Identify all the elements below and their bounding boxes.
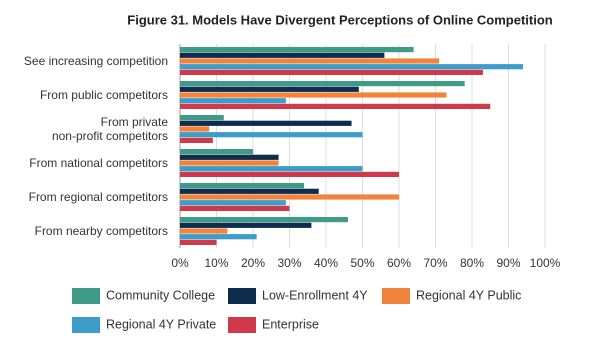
bar — [180, 194, 399, 200]
bar — [180, 183, 305, 189]
bar — [180, 69, 483, 75]
y-tick-label: See increasing competition — [23, 54, 168, 68]
bar — [180, 166, 363, 172]
legend-label: Enterprise — [262, 317, 319, 331]
legend-swatch — [228, 317, 256, 333]
legend-swatch — [228, 288, 256, 304]
chart-title: Figure 31. Models Have Divergent Percept… — [127, 12, 553, 27]
x-tick-label: 40% — [314, 256, 338, 270]
bar — [180, 149, 253, 155]
bar — [180, 154, 279, 160]
bar — [180, 188, 319, 194]
bar — [180, 132, 363, 138]
bar — [180, 98, 286, 104]
bar — [180, 86, 359, 92]
legend-label: Community College — [106, 288, 215, 302]
x-tick-label: 60% — [387, 256, 411, 270]
y-tick-label: From national competitors — [29, 156, 168, 170]
bar — [180, 137, 213, 143]
x-tick-label: 100% — [530, 256, 561, 270]
bar — [180, 171, 399, 177]
x-tick-label: 10% — [204, 256, 228, 270]
bar — [180, 228, 228, 234]
legend-label: Low-Enrollment 4Y — [262, 288, 368, 302]
x-tick-label: 70% — [423, 256, 447, 270]
bar — [180, 115, 224, 121]
bar — [180, 47, 414, 53]
x-tick-label: 30% — [277, 256, 301, 270]
bar — [180, 120, 352, 126]
y-tick-label: From public competitors — [39, 88, 168, 102]
x-tick-label: 20% — [241, 256, 265, 270]
y-tick-label: From nearby competitors — [34, 224, 168, 238]
y-tick-label: From private non-profit competitors — [51, 115, 168, 143]
legend-swatch — [72, 288, 100, 304]
bar — [180, 126, 210, 132]
bar — [180, 52, 385, 58]
bar — [180, 200, 286, 206]
x-tick-label: 0% — [171, 256, 189, 270]
bar — [180, 234, 257, 240]
legend-label: Regional 4Y Private — [106, 317, 216, 331]
bar — [180, 239, 217, 245]
x-tick-label: 80% — [460, 256, 484, 270]
x-tick-label: 50% — [350, 256, 374, 270]
bar — [180, 103, 491, 109]
bar — [180, 222, 312, 228]
bar — [180, 58, 440, 64]
bar — [180, 205, 290, 211]
legend-label: Regional 4Y Public — [416, 288, 521, 302]
bar — [180, 81, 465, 87]
y-tick-label: From regional competitors — [28, 190, 168, 204]
x-tick-label: 90% — [496, 256, 520, 270]
legend-swatch — [382, 288, 410, 304]
bar — [180, 160, 279, 166]
bar — [180, 217, 348, 223]
bar — [180, 92, 447, 98]
legend-swatch — [72, 317, 100, 333]
bar — [180, 64, 524, 70]
